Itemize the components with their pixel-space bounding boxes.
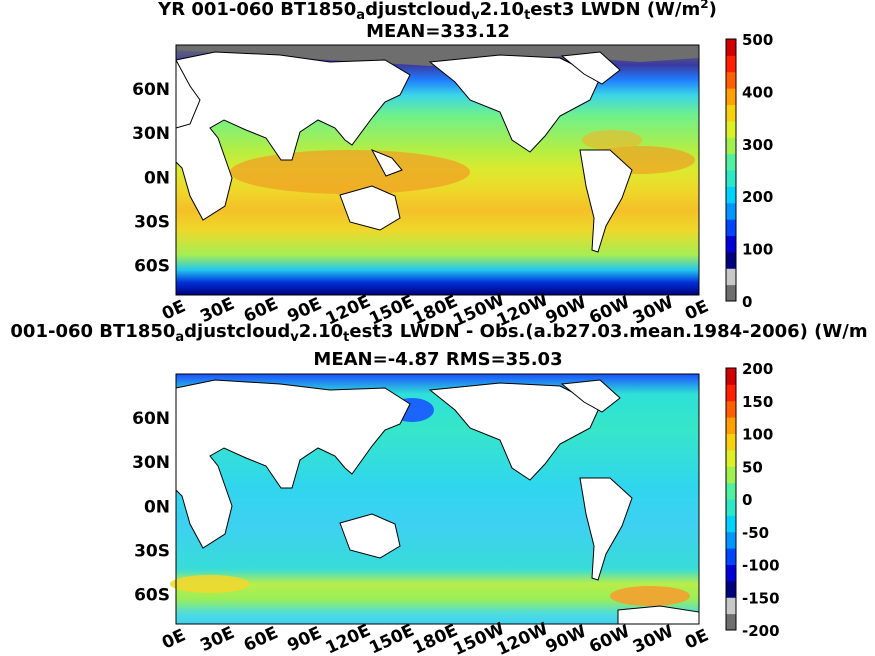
colorbar-segment [726, 235, 736, 253]
colorbar-segment [726, 580, 736, 598]
lon-tick-label: 60W [586, 292, 633, 328]
colorbar-tick-label: 100 [742, 241, 773, 259]
lon-tick-label: 90W [543, 621, 590, 656]
colorbar-segment [726, 400, 736, 418]
colorbar-tick-label: -50 [742, 524, 769, 542]
panel1-map [175, 44, 700, 296]
colorbar-segment [726, 170, 736, 187]
lon-tick-label: 0E [159, 296, 189, 324]
colorbar-segment [726, 268, 736, 286]
lat-tick-label: 30S [134, 212, 170, 232]
lat-tick-label: 60N [132, 409, 170, 429]
lat-tick-label: 60N [132, 80, 170, 100]
lon-tick-label: 90E [284, 623, 324, 656]
lat-tick-label: 60S [134, 257, 170, 277]
colorbar-segment [726, 449, 736, 467]
colorbar-tick-label: -100 [742, 557, 780, 575]
lon-tick-label: 30W [630, 292, 677, 328]
panel2-land [175, 379, 700, 625]
colorbar-segment [726, 186, 736, 204]
colorbar-tick-label: 400 [742, 83, 773, 101]
colorbar-segment [726, 39, 736, 56]
lat-tick-label: 0N [144, 497, 170, 517]
colorbar-segment [726, 482, 736, 500]
colorbar-tick-label: 200 [742, 188, 773, 206]
colorbar-layer: 5004003002001000200150100500-50-100-150-… [725, 31, 780, 640]
colorbar-tick-label: 300 [742, 136, 773, 154]
panel2-title: 001-060 BT1850adjustcloudv2.10test3 LWDN… [10, 321, 868, 346]
colorbar-segment [726, 384, 736, 402]
lon-tick-label: 30E [197, 294, 237, 327]
colorbar-segment [726, 251, 736, 269]
panel1-title: YR 001-060 BT1850adjustcloudv2.10test3 L… [158, 0, 717, 23]
panel2-frame [175, 373, 700, 625]
lon-tick-label: 0E [682, 296, 712, 324]
panel1-subtitle: MEAN=333.12 [366, 21, 510, 42]
lon-tick-label: 120E [323, 620, 374, 656]
colorbar-segment [726, 564, 736, 582]
colorbar-tick-label: 500 [742, 31, 773, 49]
lat-tick-label: 60S [134, 586, 170, 606]
lat-tick-label: 30S [134, 541, 170, 561]
colorbar-segment [726, 137, 736, 155]
colorbar-segment [726, 219, 736, 236]
colorbar-segment [726, 417, 736, 434]
lon-tick-label: 30W [630, 621, 677, 656]
colorbar-segment [726, 433, 736, 451]
colorbar-segment [726, 466, 736, 484]
colorbar-tick-label: 100 [742, 426, 773, 444]
colorbar-segment [726, 531, 736, 549]
panel2-map [170, 373, 700, 625]
colorbar-tick-label: -150 [742, 589, 780, 607]
panel1-frame [175, 44, 700, 296]
colorbar-segment [726, 104, 736, 122]
lon-tick-label: 30E [197, 623, 237, 656]
colorbar-segment [726, 88, 736, 105]
colorbar-segment [726, 120, 736, 138]
lon-tick-label: 0E [682, 625, 712, 653]
colorbar-segment [726, 284, 736, 302]
colorbar-segment [726, 597, 736, 615]
colorbar-tick-label: 0 [742, 293, 752, 311]
colorbar-tick-label: 200 [742, 360, 773, 378]
panel2-subtitle: MEAN=-4.87 RMS=35.03 [313, 349, 563, 370]
lon-tick-label: 60E [241, 294, 281, 327]
lon-tick-label: 60W [586, 621, 633, 656]
colorbar-tick-label: 0 [742, 491, 752, 509]
panel1-atlantic-warm [582, 130, 642, 150]
lon-tick-label: 0E [159, 625, 189, 653]
lon-tick-label: 60E [241, 623, 281, 656]
lat-tick-label: 30N [132, 453, 170, 473]
colorbar-segment [726, 515, 736, 533]
panel1-land [175, 51, 633, 253]
panel2-south-orange [610, 586, 690, 606]
lon-tick-label: 90E [284, 294, 324, 327]
colorbar-segment [726, 613, 736, 631]
colorbar-segment [726, 55, 736, 73]
lat-tick-label: 30N [132, 124, 170, 144]
colorbar-segment [726, 548, 736, 565]
lat-tick-label: 0N [144, 168, 170, 188]
colorbar-tick-label: 150 [742, 393, 773, 411]
colorbar-frame [725, 38, 737, 302]
colorbar-segment [726, 153, 736, 171]
colorbar-tick-label: -200 [742, 622, 780, 640]
colorbar-segment [726, 71, 736, 89]
panel1-arctic [176, 45, 699, 66]
colorbar-segment [726, 368, 736, 385]
panel2-south-yellow [170, 575, 250, 593]
colorbar-frame [725, 367, 737, 631]
lon-tick-label: 150E [366, 620, 417, 656]
colorbar-segment [726, 202, 736, 220]
panel1-warm-pool [230, 150, 470, 194]
colorbar-tick-label: 50 [742, 458, 763, 476]
colorbar-segment [726, 499, 736, 516]
lon-tick-label: 90W [543, 292, 590, 328]
